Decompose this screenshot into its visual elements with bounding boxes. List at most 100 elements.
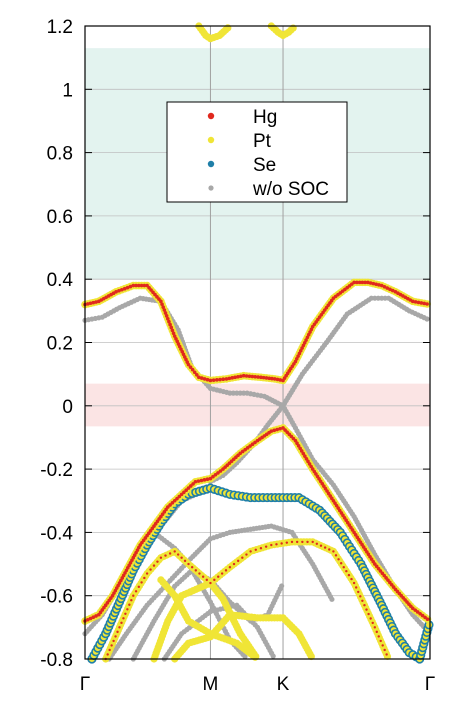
hg-point [300,346,304,350]
hg-point [139,283,144,288]
hg-point [137,585,141,589]
hg-point [275,427,279,432]
hg-point [355,280,359,285]
hg-point [309,464,313,469]
hg-point [250,374,255,379]
hg-point [194,569,198,572]
hg-point [415,610,420,614]
hg-point [296,354,300,358]
hg-point [245,553,248,556]
hg-point [211,378,216,382]
hg-point [131,283,136,288]
hg-point [217,575,220,578]
hg-point [211,474,215,479]
hg-point [294,357,299,361]
hg-point [145,572,149,575]
hg-point [302,340,307,345]
hg-point [232,562,236,566]
hg-point [369,617,372,620]
hg-point [379,639,382,643]
hg-point [130,599,133,602]
hg-point [422,301,427,306]
hg-point [116,630,119,634]
hg-point [371,281,376,286]
hg-point [374,282,378,287]
hg-point [161,305,165,309]
hg-point [199,478,204,483]
legend: Hg Pt Se w/o SOC [166,101,348,203]
hg-point [319,544,323,547]
hg-point [140,581,143,584]
hg-point [224,569,228,572]
pt-point [251,653,259,661]
x-tick-label: M [203,674,219,695]
legend-label: Pt [253,131,272,152]
hg-point [167,319,171,324]
hg-point [126,608,129,611]
hg-point [175,496,179,501]
hg-point [88,616,93,621]
hg-point [290,540,294,544]
hg-point [202,377,207,381]
hg-point [162,308,167,312]
hg-point [311,540,314,544]
hg-point [205,578,208,582]
hg-point [193,479,198,484]
hg-point [124,612,127,615]
hg-point [241,373,246,378]
hg-point [132,594,135,597]
hg-point [188,365,193,369]
hg-point [278,378,283,382]
hg-point [272,377,277,381]
hg-point [269,429,274,433]
shaded-regions [85,48,430,427]
hg-point [293,438,298,443]
hg-point [247,374,252,379]
hg-point [342,566,345,569]
y-tick-label: 0.2 [47,334,73,355]
hg-point [413,608,418,612]
hg-point [293,359,298,364]
hg-point [194,372,199,377]
hg-point [208,476,213,481]
hg-point [303,454,307,458]
hg-point [218,377,222,382]
hg-point [142,283,147,288]
nosoc-point [242,654,248,660]
hg-point [177,494,182,499]
hg-point [345,569,348,573]
hg-point [108,648,111,652]
hg-point [239,374,243,379]
hg-point [309,327,314,332]
hg-point [125,285,130,290]
hg-point [202,478,207,482]
legend-label: Se [253,155,276,176]
hg-point [114,290,118,294]
hg-point [189,484,193,488]
hg-point [306,332,311,337]
hg-point [205,477,210,482]
hg-point [240,449,245,454]
hg-point [112,639,115,643]
hg-point [254,548,257,552]
hg-point [308,330,312,334]
hg-point [128,603,131,606]
hg-point [285,541,289,544]
hg-point [91,615,96,620]
shaded-region-1 [85,383,430,427]
hg-point [134,590,138,593]
hg-point [221,377,226,382]
x-tick-label: K [277,674,290,695]
hg-point [199,376,204,380]
y-tick-label: 0.6 [47,207,73,228]
y-tick-label: -0.6 [40,587,73,608]
hg-point [306,459,310,464]
hg-point [295,540,299,544]
hg-point [385,653,388,656]
hg-point [357,590,360,594]
hg-point [253,374,257,379]
y-tick-label: -0.4 [40,523,73,544]
hg-point [377,283,381,287]
hg-point [363,603,366,607]
